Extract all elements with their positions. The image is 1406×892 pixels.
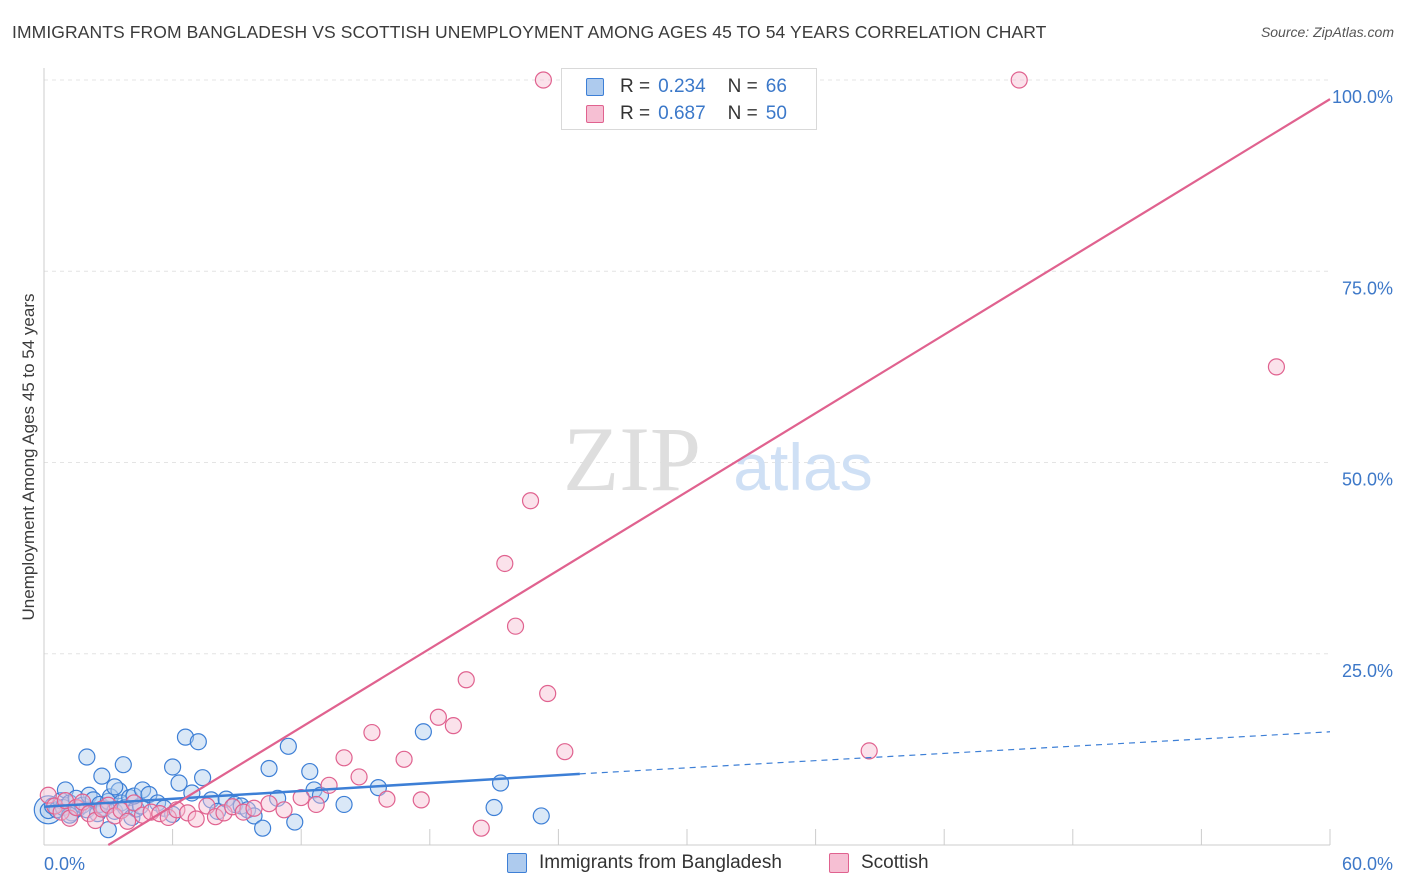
data-point-bangladesh bbox=[279, 737, 297, 755]
swatch-pink bbox=[829, 853, 849, 873]
data-point-bangladesh bbox=[414, 723, 432, 741]
y-tick-labels: 25.0% 50.0% 75.0% 100.0% bbox=[1332, 87, 1393, 681]
legend-swatch-pink bbox=[586, 105, 604, 123]
legend-n-label: N = bbox=[727, 103, 758, 124]
y-tick-label: 25.0% bbox=[1342, 661, 1393, 681]
legend-r-value: 0.687 bbox=[658, 103, 706, 124]
data-point-scottish bbox=[234, 803, 252, 821]
y-axis-label: Unemployment Among Ages 45 to 54 years bbox=[19, 294, 38, 621]
legend-box: R = 0.234 N = 66 R = 0.687 N = 50 bbox=[561, 68, 817, 130]
data-point-scottish bbox=[539, 684, 557, 703]
data-point-scottish bbox=[61, 809, 79, 827]
data-point-scottish bbox=[350, 768, 368, 786]
data-point-bangladesh bbox=[485, 798, 503, 817]
data-point-scottish bbox=[457, 671, 475, 689]
legend-label-scottish: Scottish bbox=[861, 852, 929, 873]
data-point-scottish bbox=[412, 791, 430, 809]
data-point-scottish bbox=[187, 810, 205, 828]
data-point-scottish bbox=[335, 749, 353, 767]
legend-n-label: N = bbox=[727, 76, 758, 97]
data-point-scottish bbox=[292, 788, 310, 807]
data-point-scottish bbox=[80, 805, 98, 823]
data-point-bangladesh bbox=[114, 756, 132, 774]
y-tick-label: 100.0% bbox=[1332, 87, 1393, 107]
y-tick-label: 50.0% bbox=[1342, 470, 1393, 490]
data-point-bangladesh bbox=[106, 778, 124, 796]
legend-n-value: 50 bbox=[765, 103, 787, 124]
data-point-bangladesh bbox=[189, 733, 207, 751]
legend-r-label: R = bbox=[620, 103, 651, 124]
data-point-scottish bbox=[363, 723, 381, 742]
data-point-bangladesh bbox=[164, 758, 182, 776]
data-point-scottish bbox=[245, 799, 263, 817]
data-point-scottish bbox=[224, 798, 242, 816]
trend-line-bangladesh bbox=[43, 772, 580, 808]
data-point-scottish bbox=[496, 554, 514, 573]
data-point-bangladesh bbox=[532, 807, 550, 825]
data-point-scottish bbox=[506, 617, 525, 635]
data-point-scottish bbox=[206, 808, 225, 826]
legend-n-value: 66 bbox=[765, 76, 787, 97]
data-point-scottish bbox=[521, 492, 540, 510]
data-point-bangladesh bbox=[194, 769, 212, 787]
data-point-bangladesh bbox=[176, 728, 195, 746]
data-point-bangladesh bbox=[286, 813, 304, 831]
watermark-zip: ZIP bbox=[563, 408, 701, 510]
trend-lines bbox=[43, 98, 1331, 846]
legend-item-scottish[interactable]: Scottish bbox=[829, 852, 929, 874]
chart-title: IMMIGRANTS FROM BANGLADESH VS SCOTTISH U… bbox=[12, 22, 1047, 42]
data-point-bangladesh bbox=[99, 821, 117, 839]
grid-lines bbox=[44, 79, 1330, 655]
data-point-scottish bbox=[444, 717, 462, 735]
data-point-scottish bbox=[429, 708, 447, 726]
x-tick-label-max: 60.0% bbox=[1342, 854, 1393, 874]
bottom-legend: Immigrants from Bangladesh Scottish bbox=[0, 852, 1406, 878]
data-point-scottish bbox=[215, 804, 233, 822]
data-point-scottish bbox=[1267, 358, 1286, 376]
data-point-scottish bbox=[99, 796, 117, 814]
legend-r-label: R = bbox=[620, 76, 651, 97]
data-point-scottish bbox=[556, 743, 574, 761]
legend-row-scottish: R = 0.687 N = 50 bbox=[586, 102, 787, 126]
data-point-bangladesh bbox=[78, 748, 96, 766]
source-label: Source: ZipAtlas.com bbox=[1260, 24, 1394, 40]
data-point-scottish bbox=[39, 786, 57, 804]
data-point-scottish bbox=[307, 795, 325, 814]
watermark-atlas: atlas bbox=[733, 430, 872, 504]
data-point-bangladesh bbox=[170, 774, 188, 792]
watermark: ZIP atlas bbox=[563, 408, 873, 510]
data-point-scottish bbox=[472, 819, 490, 837]
data-point-bangladesh bbox=[260, 759, 278, 778]
data-point-scottish bbox=[179, 804, 197, 822]
trend-line-scottish bbox=[107, 98, 1331, 846]
data-point-scottish bbox=[378, 790, 396, 808]
data-point-scottish bbox=[534, 71, 552, 89]
x-tick-labels: 0.0% 60.0% bbox=[44, 854, 1393, 874]
legend-swatch-blue bbox=[586, 78, 604, 96]
legend-label-bangladesh: Immigrants from Bangladesh bbox=[539, 852, 782, 873]
data-point-scottish bbox=[1010, 71, 1028, 89]
data-point-bangladesh bbox=[254, 819, 272, 837]
swatch-blue bbox=[507, 853, 527, 873]
data-point-scottish bbox=[320, 776, 338, 794]
data-point-scottish bbox=[260, 795, 278, 813]
legend-row-bangladesh: R = 0.234 N = 66 bbox=[586, 75, 787, 99]
data-point-scottish bbox=[395, 750, 413, 768]
data-point-scottish bbox=[275, 801, 293, 819]
trend-line-bangladesh-extension bbox=[579, 731, 1331, 775]
x-tick-label-min: 0.0% bbox=[44, 854, 85, 874]
y-tick-label: 75.0% bbox=[1342, 278, 1393, 298]
legend-r-value: 0.234 bbox=[658, 76, 706, 97]
data-point-bangladesh bbox=[93, 767, 111, 785]
axes bbox=[43, 68, 1331, 846]
data-point-bangladesh bbox=[301, 762, 319, 781]
legend-item-bangladesh[interactable]: Immigrants from Bangladesh bbox=[507, 852, 782, 874]
data-point-scottish bbox=[860, 742, 878, 760]
data-point-bangladesh bbox=[335, 795, 353, 814]
data-point-scottish bbox=[118, 812, 137, 830]
